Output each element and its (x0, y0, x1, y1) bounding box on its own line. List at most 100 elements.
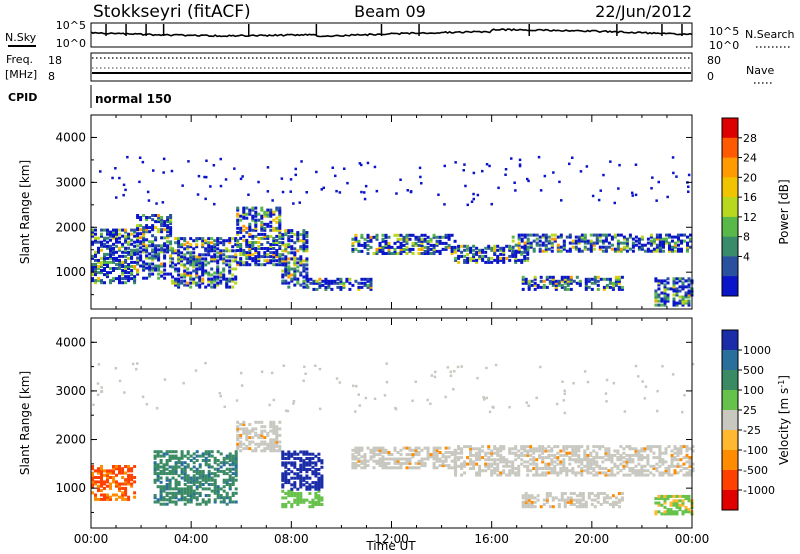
power-echo-cell (532, 233, 536, 237)
velocity-echo-cell (180, 469, 184, 473)
velocity-echo-cell (174, 487, 178, 491)
velocity-echo-cell (475, 462, 479, 466)
power-echo-cell (634, 235, 638, 239)
power-echo-cell (201, 267, 205, 271)
power-echo-cell (354, 235, 358, 239)
velocity-echo-cell (590, 498, 594, 502)
power-echo-cell (245, 245, 249, 248)
velocity-echo-cell (156, 452, 160, 456)
power-echo-cell (680, 241, 683, 245)
power-echo-cell (124, 236, 128, 240)
velocity-echo-cell (508, 449, 512, 453)
velocity-echo-cell (186, 485, 190, 489)
power-echo-cell (544, 243, 548, 247)
velocity-echo-cell (156, 500, 160, 504)
power-echo-cell (228, 277, 232, 281)
power-echo-cell (281, 257, 285, 261)
power-echo-cell (204, 241, 208, 245)
velocity-echo-cell (517, 449, 521, 453)
power-echo-cell (284, 243, 288, 247)
velocity-echo-cell (198, 472, 202, 476)
velocity-echo-cell (293, 492, 297, 495)
velocity-echo-cell (429, 455, 433, 459)
power-echo-cell (242, 224, 246, 228)
velocity-echo-cell (281, 463, 285, 467)
power-echo-cell (417, 243, 421, 247)
velocity-echo-cell (679, 469, 683, 473)
velocity-echo-cell (127, 469, 131, 473)
power-echo-cell (97, 267, 100, 270)
velocity-echo-cell (571, 467, 575, 470)
velocity-echo-cell (153, 456, 157, 460)
velocity-echo-cell (165, 472, 169, 476)
velocity-echo-cell (180, 489, 184, 493)
velocity-echo-cell (275, 433, 279, 437)
velocity-echo-cell (275, 449, 279, 453)
velocity-echo-cell (559, 453, 563, 457)
velocity-echo-cell (551, 505, 555, 509)
power-echo-cell (163, 224, 167, 228)
power-scatter-cell (395, 192, 398, 195)
power-echo-cell (680, 247, 683, 251)
velocity-echo-cell (228, 456, 232, 460)
velocity-echo-cell (634, 471, 638, 475)
velocity-echo-cell (426, 453, 430, 457)
power-echo-cell (290, 231, 294, 235)
velocity-scatter-cell (155, 406, 159, 410)
power-echo-cell (687, 279, 691, 283)
power-echo-cell (622, 241, 626, 245)
power-echo-cell (112, 228, 115, 232)
power-echo-cell (366, 233, 370, 237)
power-echo-cell (672, 283, 676, 287)
power-echo-cell (103, 252, 106, 256)
velocity-echo-cell (189, 459, 193, 462)
power-echo-cell (305, 245, 309, 249)
power-echo-cell (305, 257, 309, 261)
power-echo-cell (207, 283, 211, 287)
velocity-echo-cell (195, 485, 199, 489)
velocity-echo-cell (100, 469, 103, 473)
velocity-echo-cell (124, 493, 128, 497)
velocity-echo-cell (245, 429, 249, 433)
velocity-echo-cell (266, 442, 270, 446)
velocity-echo-cell (263, 442, 267, 446)
power-echo-cell (435, 241, 439, 245)
velocity-echo-cell (548, 494, 552, 498)
velocity-echo-cell (556, 456, 560, 460)
power-scatter-cell (476, 193, 480, 197)
power-echo-cell (275, 208, 279, 212)
power-echo-cell (566, 287, 570, 291)
power-echo-cell (251, 247, 255, 250)
power-echo-cell (216, 275, 220, 279)
power-echo-cell (157, 220, 161, 224)
power-echo-cell (375, 252, 379, 255)
velocity-echo-cell (112, 467, 115, 471)
velocity-echo-cell (174, 483, 178, 486)
power-echo-cell (103, 267, 106, 270)
velocity-echo-cell (688, 460, 692, 464)
power-echo-cell (281, 269, 285, 273)
power-echo-cell (180, 245, 184, 249)
power-echo-cell (680, 233, 683, 237)
velocity-echo-cell (565, 451, 569, 455)
power-echo-cell (112, 246, 115, 250)
power-echo-cell (587, 277, 591, 281)
power-echo-cell (665, 239, 668, 243)
velocity-echo-cell (581, 492, 585, 495)
power-echo-cell (487, 260, 491, 264)
power-echo-cell (245, 251, 249, 255)
power-echo-cell (544, 249, 548, 253)
power-echo-cell (239, 259, 243, 263)
velocity-echo-cell (189, 494, 193, 497)
velocity-echo-cell (272, 449, 276, 453)
power-echo-cell (136, 228, 140, 232)
velocity-echo-cell (384, 457, 388, 461)
velocity-echo-cell (541, 467, 545, 470)
velocity-echo-cell (435, 451, 439, 454)
velocity-echo-cell (112, 493, 115, 497)
velocity-echo-cell (569, 503, 573, 506)
power-echo-cell (541, 249, 545, 253)
velocity-echo-cell (684, 510, 688, 514)
power-echo-cell (171, 247, 175, 251)
power-echo-cell (207, 237, 211, 241)
